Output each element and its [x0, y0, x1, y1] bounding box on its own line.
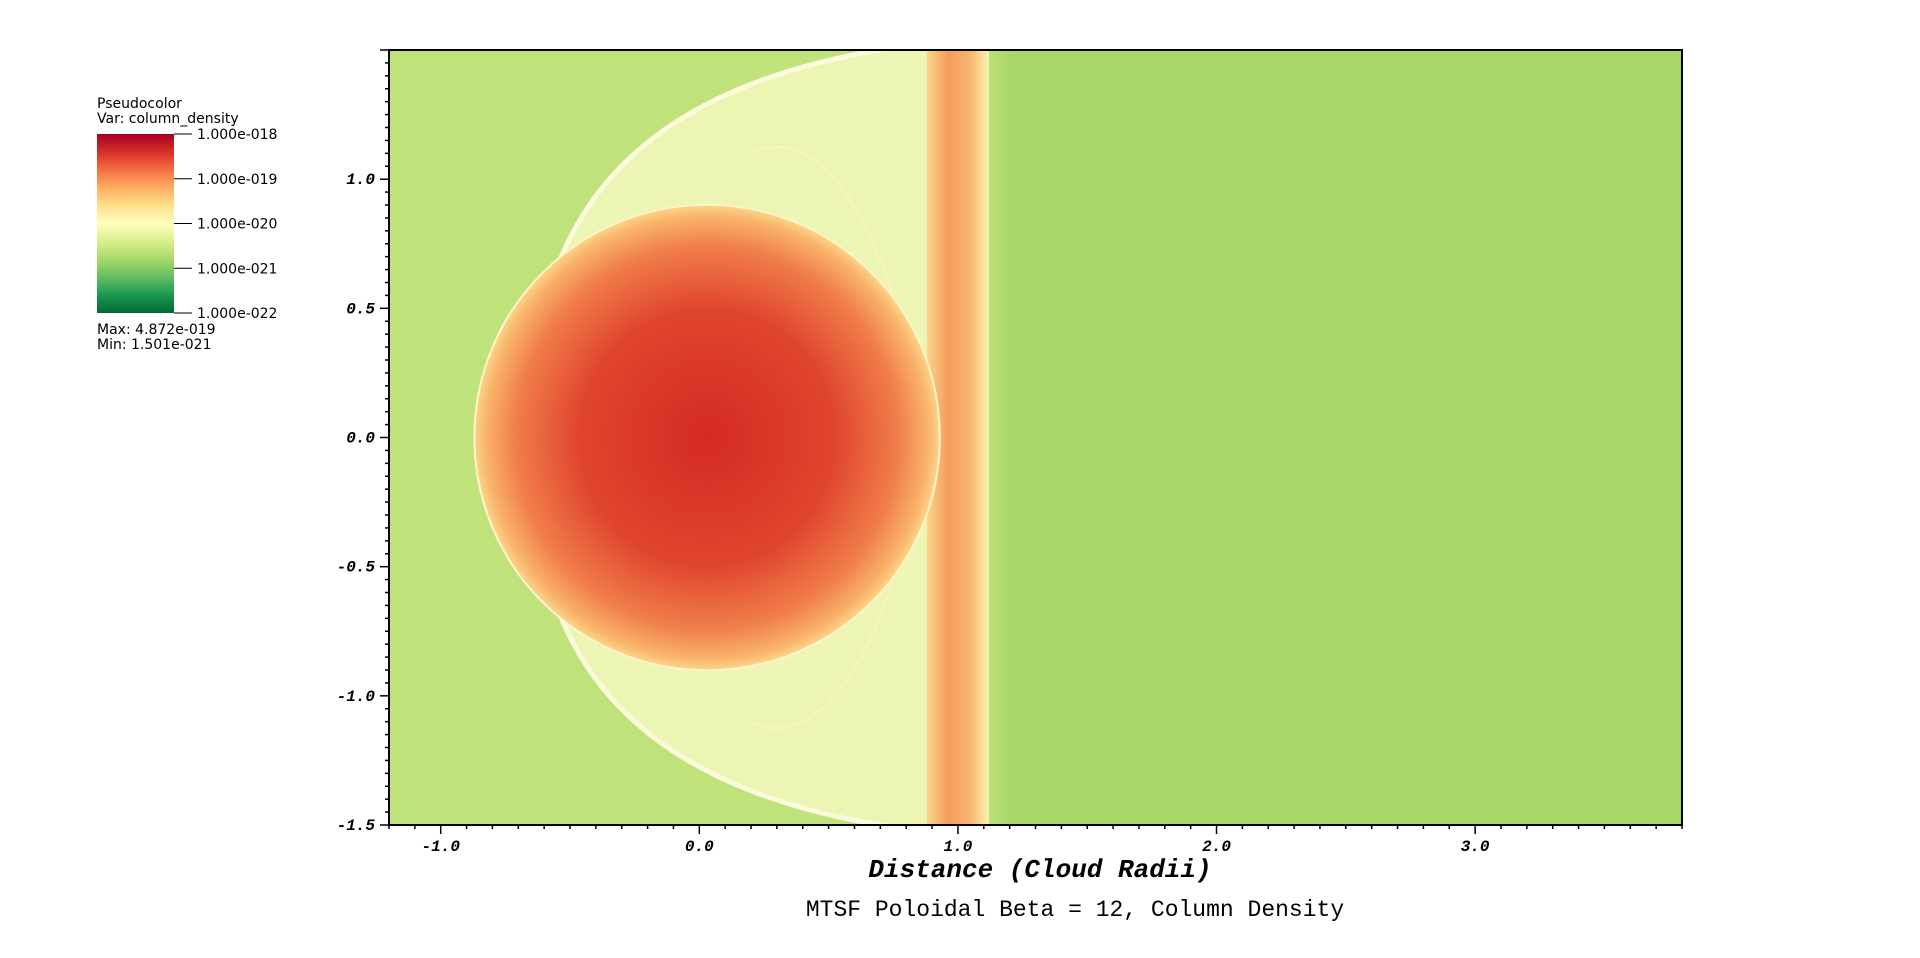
- x-tick-label: 3.0: [1461, 838, 1490, 856]
- x-axis-label: Distance (Cloud Radii): [868, 855, 1211, 885]
- y-axis: 1.0 0.5 0.0 -0.5 -1.0 -1.5: [337, 49, 389, 835]
- x-tick-label: 1.0: [944, 838, 973, 856]
- legend-ticks: 1.000e-018 1.000e-019 1.000e-020 1.000e-021…: [174, 127, 277, 322]
- y-tick-label: 0.5: [346, 300, 375, 318]
- plot-area: [389, 50, 1682, 825]
- legend-tick-label: 1.000e-019: [197, 172, 277, 188]
- bow-shock-inner-filament: [750, 145, 895, 730]
- legend-tick-label: 1.000e-020: [197, 217, 277, 233]
- x-axis: -1.0 0.0 1.0 2.0 3.0: [388, 825, 1683, 856]
- y-tick-label: -1.0: [337, 688, 376, 706]
- x-tick-label: 0.0: [685, 838, 714, 856]
- x-tick-label: -1.0: [422, 838, 461, 856]
- chart-title: MTSF Poloidal Beta = 12, Column Density: [806, 897, 1344, 923]
- legend-tick-label: 1.000e-022: [197, 306, 277, 322]
- cloud-core: [473, 203, 941, 672]
- y-tick-label: -1.5: [337, 817, 376, 835]
- legend-tick-label: 1.000e-021: [197, 261, 277, 277]
- y-tick-label: 1.0: [346, 171, 375, 189]
- legend-colorbar: [97, 134, 174, 313]
- legend-min: Min: 1.501e-021: [97, 337, 211, 353]
- legend-var-label: Var: column_density: [97, 111, 239, 127]
- legend-tick-label: 1.000e-018: [197, 127, 277, 143]
- legend-title: Pseudocolor: [97, 96, 182, 112]
- y-tick-label: 0.0: [346, 430, 375, 448]
- color-legend: Pseudocolor Var: column_density 1.000e-0…: [97, 96, 277, 353]
- legend-max: Max: 4.872e-019: [97, 322, 216, 338]
- y-tick-label: -0.5: [337, 559, 376, 577]
- x-tick-label: 2.0: [1202, 838, 1231, 856]
